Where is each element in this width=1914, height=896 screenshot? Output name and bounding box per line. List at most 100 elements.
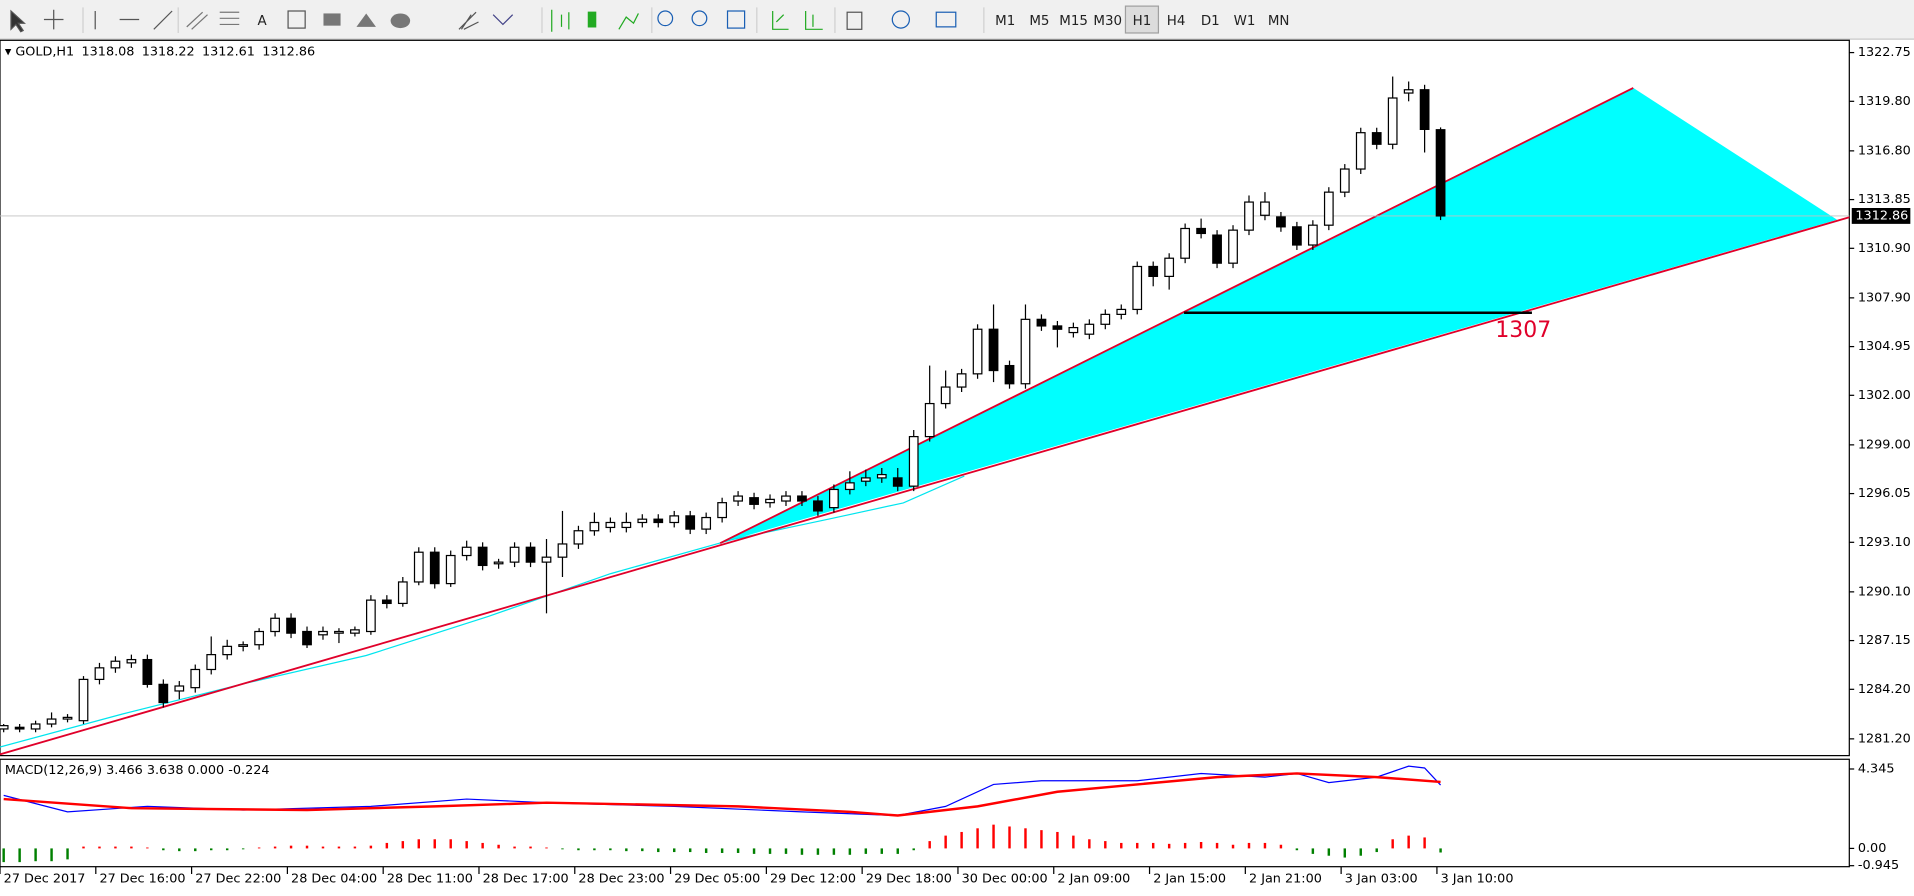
- candle-body: [254, 630, 265, 646]
- x-tick-label: 28 Dec 11:00: [387, 871, 473, 886]
- ellipse-tool[interactable]: [390, 13, 411, 29]
- candle-body: [429, 551, 440, 585]
- candle-body: [126, 658, 137, 664]
- channel-tool[interactable]: [186, 11, 208, 30]
- crosshair-tool[interactable]: [43, 9, 64, 30]
- timeframe-button[interactable]: H1: [1133, 14, 1152, 29]
- candle-body: [781, 495, 791, 502]
- candle-body: [1323, 191, 1334, 226]
- candle-body: [876, 473, 887, 479]
- candle-body: [190, 668, 201, 689]
- candle-body: [924, 402, 935, 438]
- macd-line: [3, 765, 1442, 817]
- y-tick-label: 1319.80: [1858, 94, 1911, 109]
- text-tool[interactable]: A: [258, 14, 268, 29]
- candle-body: [1212, 234, 1222, 264]
- rect-tool[interactable]: [323, 13, 341, 26]
- timeframe-button[interactable]: M30: [1093, 14, 1122, 29]
- candle-body: [940, 386, 951, 405]
- candle-body: [1292, 226, 1302, 246]
- candle-body: [637, 518, 648, 524]
- candle-body: [685, 515, 696, 530]
- y-tick-label: 1322.75: [1858, 45, 1911, 60]
- candle-body: [477, 546, 488, 567]
- y-tick-label: 1290.10: [1858, 584, 1911, 599]
- candle-body: [334, 630, 344, 634]
- support-trendline: [0, 216, 1850, 756]
- timeframe-button[interactable]: D1: [1201, 14, 1220, 29]
- candle-body: [1148, 265, 1159, 277]
- candle-body: [621, 521, 632, 529]
- current-price-label: 1312.86: [1855, 208, 1908, 223]
- candle-body: [0, 725, 9, 730]
- candle-body: [62, 716, 73, 720]
- candle-body: [397, 581, 408, 605]
- line-view[interactable]: [618, 13, 639, 30]
- timeframe-button[interactable]: H4: [1167, 14, 1186, 29]
- y-tick-label: 1281.20: [1858, 731, 1911, 746]
- candle-body: [110, 660, 121, 669]
- fibo-tool[interactable]: [219, 11, 240, 26]
- candle-body: [1387, 97, 1398, 145]
- timeframe-button[interactable]: M5: [1029, 14, 1049, 29]
- macd-title: MACD(12,26,9) 3.466 3.638 0.000 -0.224: [5, 763, 270, 778]
- x-tick-label: 27 Dec 22:00: [195, 871, 281, 886]
- x-tick-label: 27 Dec 2017: [4, 871, 86, 886]
- candle-body: [94, 667, 105, 681]
- candle-body: [813, 500, 823, 512]
- indicators[interactable]: [846, 11, 863, 30]
- toolbar-separator: [82, 7, 985, 33]
- candle-body: [1196, 227, 1206, 235]
- triangle-tool[interactable]: [356, 13, 376, 27]
- chart-header: ▾ GOLD,H1 1318.08 1318.22 1312.61 1312.86: [5, 44, 315, 59]
- trendline-tool[interactable]: [153, 10, 173, 30]
- zoom-out[interactable]: [691, 10, 708, 27]
- candle-body: [142, 658, 153, 685]
- x-tick-label: 30 Dec 00:00: [962, 871, 1048, 886]
- cursor-tool[interactable]: [10, 9, 26, 33]
- candle-body: [1100, 313, 1111, 325]
- timeframe-button[interactable]: M1: [995, 14, 1015, 29]
- candle-body: [78, 678, 89, 722]
- candle-body: [14, 726, 25, 730]
- candle-body: [972, 328, 983, 375]
- candle-body: [1164, 257, 1175, 277]
- arrows-tool[interactable]: [492, 14, 514, 26]
- timeframe-button[interactable]: MN: [1268, 14, 1290, 29]
- templates[interactable]: [935, 11, 957, 28]
- candle-body: [892, 477, 903, 487]
- candle-body: [1435, 129, 1446, 217]
- chart-shift[interactable]: [805, 11, 823, 30]
- candle-body: [717, 502, 728, 519]
- candle-body: [1244, 201, 1254, 231]
- candle-body: [174, 685, 185, 692]
- x-tick-label: 3 Jan 03:00: [1345, 871, 1418, 886]
- candle-body: [541, 556, 552, 563]
- candle-body: [1419, 89, 1430, 130]
- timeframe-button[interactable]: W1: [1234, 14, 1256, 29]
- periods[interactable]: [891, 10, 911, 29]
- candle-body: [1260, 201, 1270, 216]
- toolbar-icons: A: [10, 7, 985, 33]
- candle-body: [908, 435, 919, 487]
- autoscroll[interactable]: [772, 11, 789, 30]
- candle-body: [557, 543, 568, 558]
- timeframe-button[interactable]: M15: [1059, 14, 1088, 29]
- gann-tool[interactable]: [458, 11, 479, 30]
- resistance-trendline: [719, 87, 1634, 545]
- y-tick-label: 0.00: [1858, 841, 1887, 856]
- timeframe-buttons: M1 M5 M15 M30 H1 H4 D1 W1 MN: [995, 5, 1290, 34]
- candle-body: [1052, 325, 1063, 330]
- candle-body: [30, 723, 41, 730]
- candle-body: [733, 495, 743, 502]
- zoom-in[interactable]: [657, 10, 674, 27]
- candle-body: [956, 373, 967, 388]
- y-tick-label: 1302.00: [1858, 388, 1911, 403]
- bars-view[interactable]: [551, 9, 570, 32]
- candles-view[interactable]: [587, 11, 597, 28]
- candle-body: [1132, 265, 1143, 311]
- label-tool[interactable]: [287, 10, 306, 29]
- tile-windows[interactable]: [726, 10, 746, 29]
- candle-body: [1307, 224, 1318, 246]
